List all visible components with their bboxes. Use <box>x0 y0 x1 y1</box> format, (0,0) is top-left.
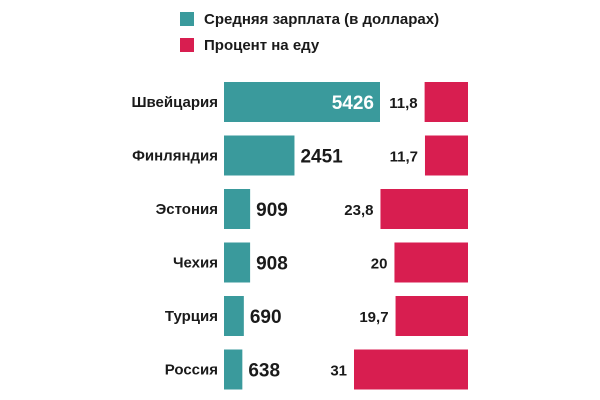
salary-bar <box>224 135 295 176</box>
food-percent-bar <box>424 135 468 176</box>
food-percent-label: 11,7 <box>390 149 418 166</box>
salary-value-label: 908 <box>256 254 288 275</box>
category-label: Финляндия <box>132 148 218 165</box>
food-percent-bar <box>354 349 468 390</box>
legend: Средняя зарплата (в долларах) Процент на … <box>180 11 439 54</box>
food-percent-bar <box>380 189 468 229</box>
food-percent-bar <box>424 82 468 122</box>
category-label: Турция <box>165 308 218 325</box>
food-percent-bar <box>394 242 468 283</box>
salary-bar <box>224 242 251 283</box>
legend-swatch-food <box>180 38 194 52</box>
food-percent-label: 23,8 <box>344 202 373 219</box>
chart-rows: Швейцария 5426 11,8 Финляндия 2451 11,7 Эстони… <box>131 82 468 390</box>
salary-value-label: 5426 <box>332 93 374 114</box>
category-label: Чехия <box>173 255 218 272</box>
salary-bar <box>224 296 244 336</box>
salary-value-label: 2451 <box>300 147 343 168</box>
legend-label-salary: Средняя зарплата (в долларах) <box>204 11 439 28</box>
food-percent-label: 20 <box>371 256 388 273</box>
salary-bar <box>224 82 380 122</box>
salary-value-label: 638 <box>248 361 280 382</box>
legend-swatch-salary <box>180 12 194 26</box>
category-label: Швейцария <box>131 94 218 111</box>
food-percent-label: 11,8 <box>389 95 417 112</box>
food-percent-label: 19,7 <box>359 309 388 326</box>
legend-label-food: Процент на еду <box>204 37 320 54</box>
salary-bar <box>224 189 251 229</box>
food-percent-bar <box>395 296 468 336</box>
salary-bar <box>224 349 243 390</box>
food-percent-label: 31 <box>330 363 347 380</box>
category-label: Россия <box>165 362 218 379</box>
salary-value-label: 690 <box>250 307 282 328</box>
salary-value-label: 909 <box>256 200 288 221</box>
category-label: Эстония <box>156 201 218 218</box>
